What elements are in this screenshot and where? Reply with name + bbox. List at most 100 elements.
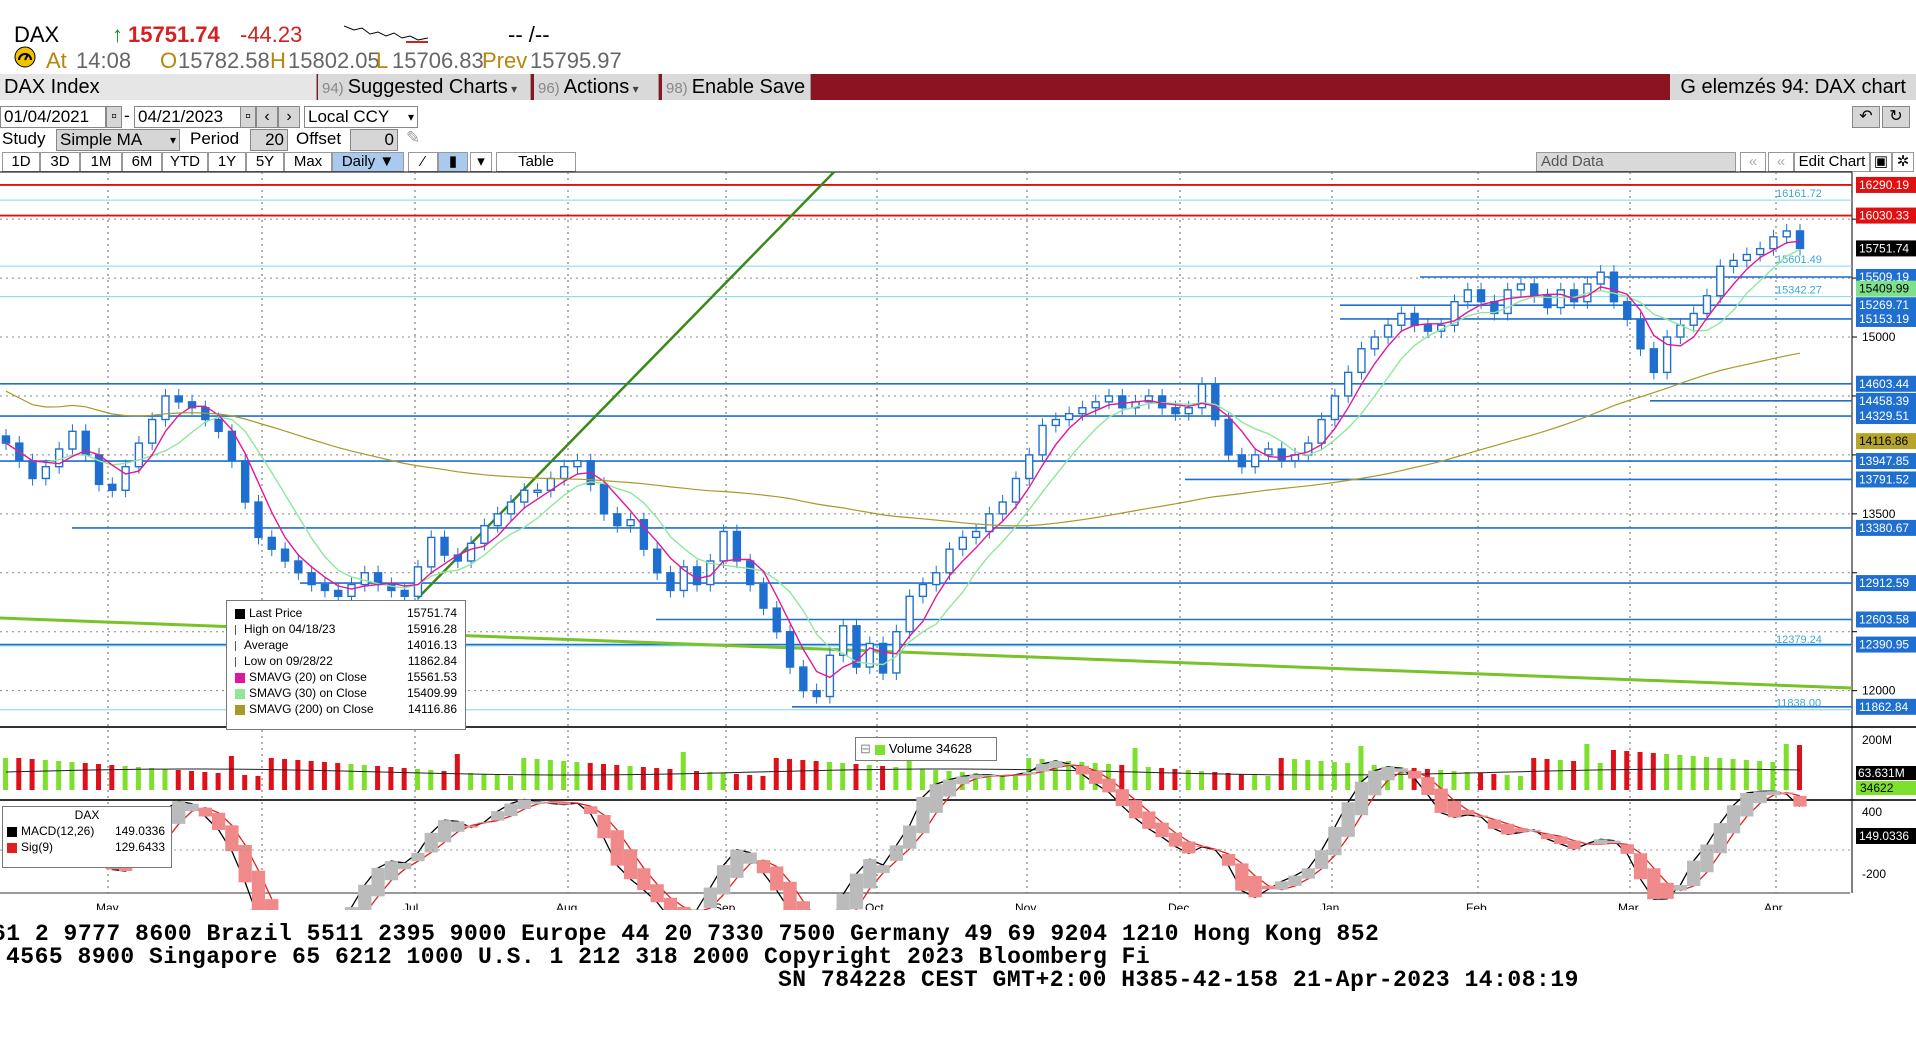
volume-bar [202,772,208,790]
volume-bar [933,770,939,790]
period-tab-1y[interactable]: 1Y [208,152,246,172]
volume-bar [614,765,620,790]
volume-bar [1677,755,1683,790]
candle-body [839,625,848,656]
candle-body [1476,289,1486,303]
candle-body [1224,418,1233,456]
chart-legend[interactable]: Last Price 15751.74 High on 04/18/23 15916.… [226,600,466,730]
period-tab-ytd[interactable]: YTD [162,152,208,172]
volume-bar [109,765,115,790]
price-tag [1856,375,1916,392]
volume-bar [1172,769,1178,790]
actions-button[interactable]: 96) Actions ▾ [534,74,659,100]
calendar-icon[interactable]: ▫ [106,106,122,128]
volume-bar [441,771,447,790]
legend-value: 15751.74 [406,606,457,620]
candle-body [1091,401,1100,409]
candle-body [347,583,356,598]
volume-bar [1597,763,1603,790]
volume-bar [149,768,155,790]
study-value: Simple MA [60,130,143,149]
candle-body [427,536,436,568]
candle-body [28,460,37,480]
volume-bar [494,775,500,790]
start-date-field[interactable]: 01/04/2021 [0,106,106,128]
y-tick-label: 12000 [1862,684,1896,698]
volume-legend[interactable]: ⊟ Volume 34628 [855,737,997,761]
table-button[interactable]: Table [496,152,576,172]
macd-legend[interactable]: DAX MACD(12,26) 149.0336 Sig(9) 129.6433 [2,806,172,868]
y-tick-label: 15000 [1862,330,1896,344]
candle-body [692,566,702,586]
x-axis-label: Feb [1466,901,1487,910]
ticker-symbol[interactable]: DAX [14,22,60,47]
sma200-line [5,352,1801,527]
volume-bar [1797,745,1802,790]
calendar-icon-2[interactable]: ▫ [240,106,256,128]
macd-tag [1856,828,1916,844]
candle-body [985,513,994,533]
candle-body [998,501,1007,515]
candle-body [852,625,861,668]
volume-bar [733,774,739,790]
study-select[interactable]: Simple MA ▾ [56,129,180,151]
period-tab-6m[interactable]: 6M [122,152,162,172]
offset-field[interactable]: 0 [350,129,398,151]
high-value: 15802.05 [288,48,380,73]
price-tag-label: 14116.86 [1859,434,1908,448]
legend-label: Average [244,638,289,652]
annotation-label: 15342.27 [1776,285,1822,297]
price-tag-label: 15409.99 [1859,282,1909,296]
chart-options-icon[interactable]: ✲ [1892,152,1914,172]
candle-body [559,465,569,480]
price-tag-label: 13791.52 [1859,472,1909,486]
volume-bar [1690,756,1696,790]
save-label: Enable Save [691,76,806,98]
enable-save-button[interactable]: 98) Enable Save [662,74,811,100]
volume-bar [773,758,779,790]
period-field[interactable]: 20 [250,129,288,151]
volume-bar [1185,770,1191,790]
sma20-line [5,240,1801,679]
volume-bar [1225,773,1231,790]
price-tag [1856,392,1916,409]
price-chart[interactable]: 12000 13500 15000 16161.72 15601.49 15342.27 1… [0,0,1916,910]
next-arrow-button[interactable]: › [278,106,300,128]
prev-label: Prev [482,48,528,73]
candle-body [240,460,250,503]
candle-body [772,607,781,633]
candle-body [1742,253,1752,262]
candle-body [134,442,144,468]
macd-legend-swatch [7,826,17,837]
end-date-field[interactable]: 04/21/2023 [134,106,242,128]
annotation-label: 16161.72 [1776,188,1822,200]
volume-bar [1730,759,1736,790]
high-label: H [270,48,286,73]
candle-body [267,536,276,550]
prev-arrow-button[interactable]: ‹ [256,106,278,128]
candle-body [1516,283,1526,291]
candle-body [1011,477,1021,503]
volume-bar [813,761,819,790]
actions-num: 96) [538,80,560,97]
suggested-charts-button[interactable]: 94) Suggested Charts ▾ [318,74,531,100]
candle-body [506,501,516,515]
period-tab-3d[interactable]: 3D [40,152,80,172]
chart-settings-icon[interactable]: ▣ [1870,152,1892,172]
period-tab-5y[interactable]: 5Y [246,152,284,172]
security-field[interactable]: DAX Index [0,74,317,100]
undo-icon[interactable]: ↶ [1852,106,1880,128]
candle-body [1277,448,1286,462]
period-tab-max[interactable]: Max [284,152,332,172]
refresh-icon[interactable]: ↻ [1882,106,1910,128]
legend-row: SMAVG (200) on Close 14116.86 [227,701,465,717]
x-axis-label: Aug [556,901,577,910]
candle-body [108,483,117,491]
legend-swatch [235,624,240,635]
legend-label: SMAVG (200) on Close [249,702,374,716]
candle-body [1782,230,1791,238]
pencil-icon[interactable]: ✎ [406,128,421,147]
candle-body [1729,259,1738,267]
candle-body [1716,265,1725,297]
currency-select[interactable]: Local CCY ▾ [304,106,418,128]
